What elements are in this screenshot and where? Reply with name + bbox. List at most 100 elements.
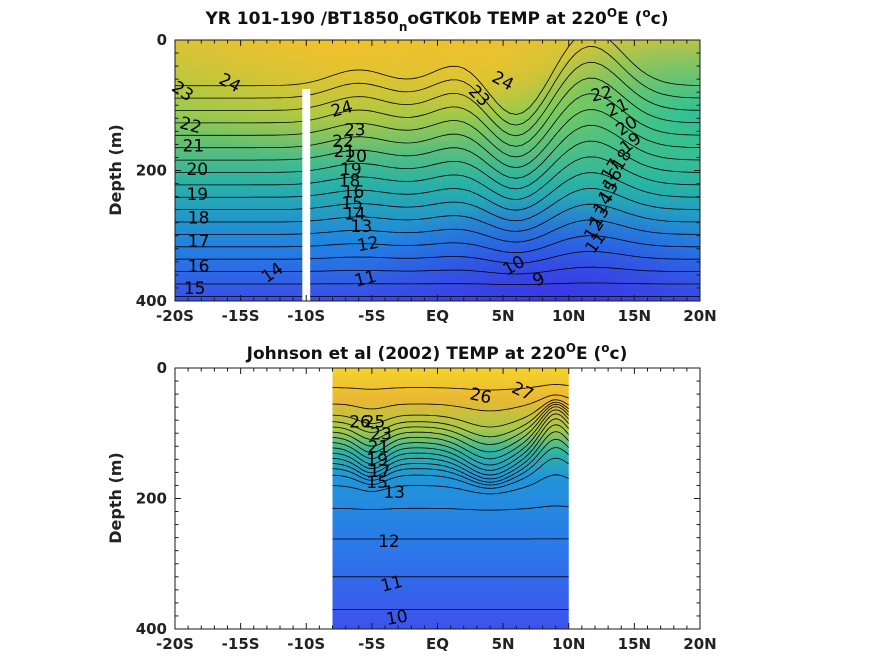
isotherm-line — [175, 109, 700, 169]
x-tick-label: -20S — [156, 635, 194, 653]
contour-label: 12 — [378, 532, 400, 552]
isotherm-line — [175, 187, 700, 222]
panel2-y-label: Depth (m) — [106, 452, 125, 544]
isotherm-line — [332, 424, 569, 476]
contour-label: 15 — [341, 194, 363, 214]
isotherm-line — [332, 457, 569, 489]
isotherm-line — [175, 172, 700, 211]
panel2-title: Johnson et al (2002) TEMP at 220OE (oc) — [246, 341, 628, 364]
isotherm-line — [175, 219, 700, 243]
contour-label: 15 — [366, 473, 388, 493]
isotherm-line — [175, 46, 700, 126]
panel1-masked-column — [302, 88, 311, 301]
x-tick-label: -15S — [222, 635, 260, 653]
isotherm-line — [332, 394, 569, 412]
panel1-contour-lines — [175, 40, 700, 297]
y-tick-label: 200 — [136, 490, 167, 508]
contour-label: 22 — [589, 82, 614, 106]
isotherm-line — [332, 403, 569, 445]
panel1-field — [175, 40, 700, 301]
x-tick-label: 5N — [492, 635, 515, 653]
isotherm-line — [332, 384, 569, 391]
contour-label: 13 — [383, 483, 405, 503]
x-tick-label: 20N — [683, 307, 716, 325]
isotherm-line — [175, 203, 700, 232]
panel1-y-axis: 0 200 400 — [136, 31, 700, 310]
contour-label: 20 — [186, 160, 208, 180]
contour-label: 18 — [339, 171, 361, 191]
panel2-contour-lines — [332, 384, 569, 610]
panel1-title: YR 101-190 /BT1850noGTK0b TEMP at 220OE … — [204, 6, 668, 34]
panel-johnson-temp: Johnson et al (2002) TEMP at 220OE (oc) … — [106, 341, 717, 653]
panel1-y-label: Depth (m) — [106, 124, 125, 216]
isotherm-line — [175, 140, 700, 190]
y-tick-label: 200 — [136, 162, 167, 180]
contour-label: 21 — [333, 142, 355, 162]
contour-label: 19 — [186, 185, 208, 205]
contour-label: 23 — [370, 424, 392, 444]
x-tick-label: -10S — [287, 307, 325, 325]
contour-label: 21 — [368, 437, 390, 457]
contour-label: 26 — [349, 413, 371, 433]
x-tick-label: 15N — [618, 635, 651, 653]
isotherm-line — [332, 438, 569, 483]
x-tick-label: -5S — [358, 307, 385, 325]
isotherm-line — [332, 447, 569, 486]
isotherm-line — [175, 282, 700, 285]
contour-label: 16 — [343, 182, 365, 202]
contour-label: 22 — [332, 132, 354, 152]
isotherm-line — [175, 77, 700, 147]
contour-label: 25 — [364, 413, 386, 433]
contour-label: 23 — [344, 120, 366, 140]
contour-label: 13 — [351, 217, 373, 237]
isotherm-line — [332, 418, 569, 471]
x-tick-label: -5S — [358, 635, 385, 653]
isotherm-line — [332, 505, 569, 511]
isotherm-line — [332, 474, 569, 495]
y-tick-label: 400 — [136, 292, 167, 310]
y-tick-label: 0 — [157, 31, 167, 49]
contour-label: 17 — [369, 462, 391, 482]
contour-label: 17 — [188, 232, 210, 252]
x-tick-label: 10N — [552, 307, 585, 325]
panel-model-temp: YR 101-190 /BT1850noGTK0b TEMP at 220OE … — [106, 6, 717, 325]
contour-label: 26 — [468, 384, 493, 408]
contour-label: 16 — [188, 257, 210, 277]
x-tick-label: -15S — [222, 307, 260, 325]
x-tick-label: 5N — [492, 307, 515, 325]
y-tick-label: 400 — [136, 620, 167, 638]
isotherm-line — [175, 156, 700, 201]
x-tick-label: 20N — [683, 635, 716, 653]
panel1-x-axis: -20S -15S -10S -5S EQ 5N 10N 15N 20N — [156, 40, 717, 325]
isotherm-line — [332, 401, 569, 438]
isotherm-line — [332, 409, 569, 460]
panel2-field — [332, 368, 569, 629]
y-tick-label: 0 — [157, 359, 167, 377]
contour-label: 20 — [345, 147, 367, 167]
isotherm-line — [175, 235, 700, 254]
panel2-y-axis: 0 200 400 — [136, 359, 700, 638]
isotherm-line — [175, 266, 700, 275]
contour-label: 10 — [385, 607, 410, 630]
x-tick-label: EQ — [426, 307, 449, 325]
isotherm-line — [332, 406, 569, 453]
contour-label: 21 — [183, 137, 205, 157]
contour-label: 12 — [356, 233, 381, 256]
contour-label: 19 — [340, 160, 362, 180]
isotherm-line — [175, 61, 700, 137]
contour-label: 14 — [344, 205, 366, 225]
x-tick-label: -10S — [287, 635, 325, 653]
panel2-x-axis: -20S -15S -10S -5S EQ 5N 10N 15N 20N — [156, 368, 717, 653]
isotherm-line — [175, 40, 700, 115]
contour-label: 15 — [184, 279, 206, 299]
x-tick-label: EQ — [426, 635, 449, 653]
isotherm-line — [175, 124, 700, 179]
x-tick-label: -20S — [156, 307, 194, 325]
isotherm-line — [332, 413, 569, 466]
contour-label: 19 — [366, 450, 388, 470]
isotherm-line — [175, 93, 700, 158]
contour-label: 18 — [188, 208, 210, 228]
isotherm-line — [175, 250, 700, 264]
